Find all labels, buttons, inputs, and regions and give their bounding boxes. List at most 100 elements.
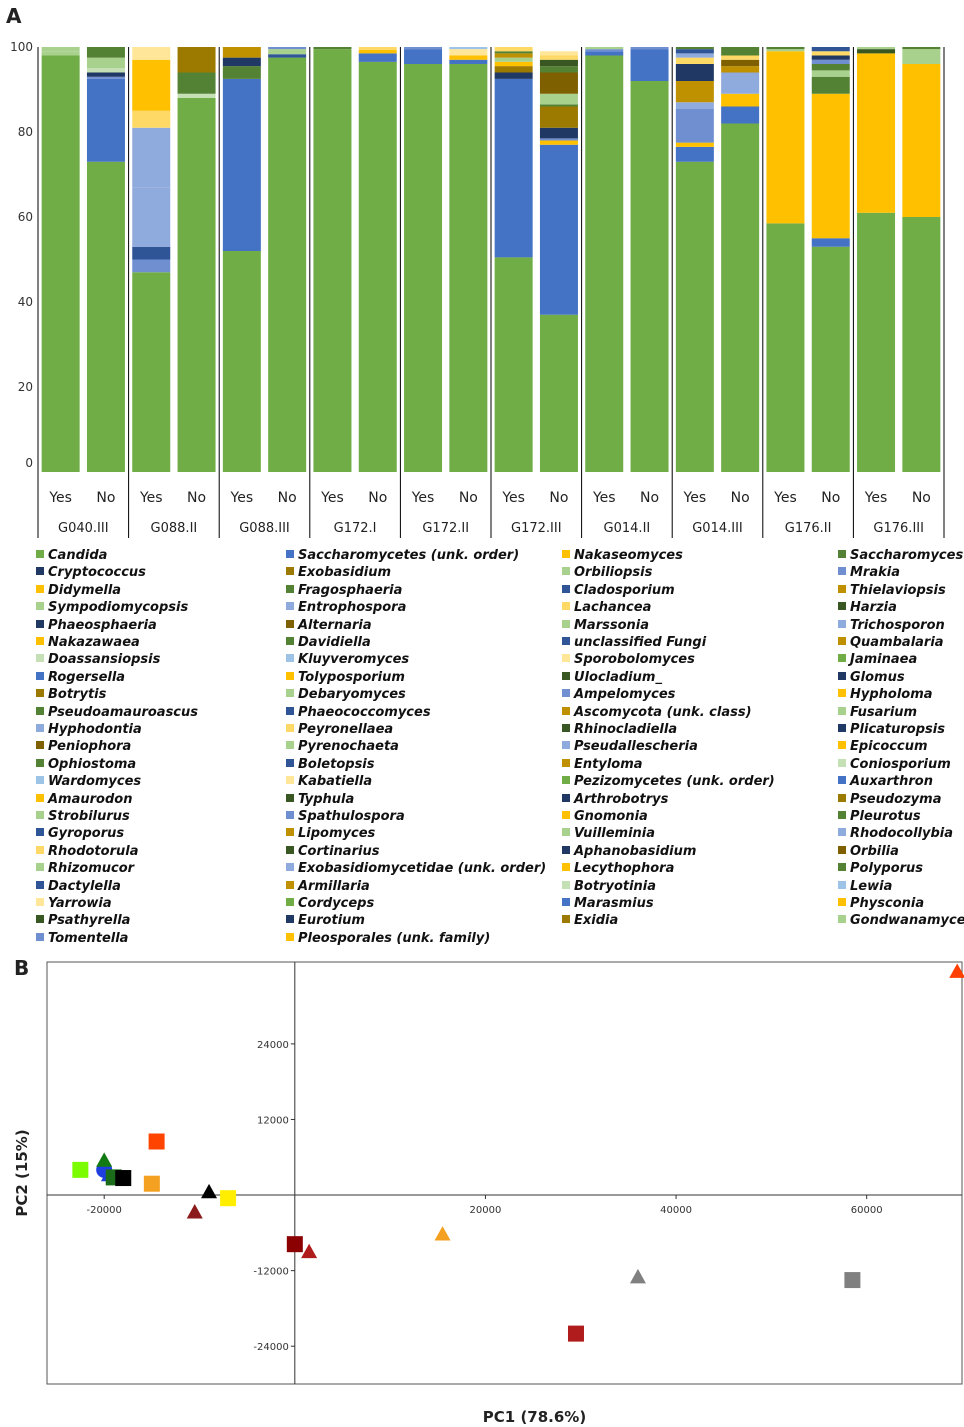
legend-label: unclassified Fungi xyxy=(574,635,707,650)
legend-item: Epicoccum xyxy=(838,739,928,755)
legend-swatch xyxy=(838,880,846,889)
y-tick-label: -12000 xyxy=(253,1267,288,1278)
legend-item: Cryptococcus xyxy=(36,565,146,581)
legend-item: Quambalaria xyxy=(838,635,944,651)
legend-swatch xyxy=(838,550,846,558)
bar-G088.II-No xyxy=(177,47,216,472)
legend-label: Pseudozyma xyxy=(850,791,942,807)
scatter-point-triangle xyxy=(301,1243,318,1259)
bar-label: Yes xyxy=(773,490,797,506)
legend-swatch xyxy=(36,706,44,715)
bar-segment xyxy=(494,72,533,79)
legend-swatch xyxy=(562,724,570,732)
legend-swatch xyxy=(286,741,294,750)
legend-swatch xyxy=(286,584,294,593)
bar-segment xyxy=(675,146,714,162)
legend-label: Alternaria xyxy=(298,617,372,633)
legend-item: Pseudallescheria xyxy=(562,739,698,755)
legend-label: Cortinarius xyxy=(298,843,380,859)
legend-item: Ascomycota (unk. class) xyxy=(562,705,752,721)
bar-label: Yes xyxy=(683,490,707,506)
bar-segment xyxy=(721,66,760,73)
legend-swatch xyxy=(838,811,846,819)
bar-G176.II-Yes xyxy=(766,47,805,472)
bar-segment xyxy=(857,212,896,472)
legend-swatch xyxy=(286,880,294,889)
bar-G176.II-No xyxy=(811,47,850,472)
legend-label: Tolyposporium xyxy=(298,669,405,685)
y-tick-label: 100 xyxy=(10,40,33,54)
bar-segment xyxy=(675,47,714,50)
bar-segment xyxy=(358,47,397,50)
bar-segment xyxy=(132,127,171,188)
legend-label: Hypholoma xyxy=(850,687,933,703)
legend-label: Pleurotus xyxy=(850,809,921,824)
legend-label: Sporobolomyces xyxy=(574,652,695,668)
bar-segment xyxy=(494,78,533,258)
bar-segment xyxy=(539,314,578,472)
legend-label: Lewia xyxy=(850,878,893,894)
y-axis-title: PC2 (15%) xyxy=(13,1129,31,1216)
legend-item: Kabatiella xyxy=(286,774,372,790)
legend-swatch xyxy=(838,845,846,854)
bar-segment xyxy=(811,47,850,52)
legend-item: Exobasidiomycetidae (unk. order) xyxy=(286,861,546,877)
legend-item: Arthrobotrys xyxy=(562,792,668,808)
bar-segment xyxy=(449,47,488,50)
legend-item: Pleosporales (unk. family) xyxy=(286,931,490,947)
bar-segment xyxy=(721,106,760,124)
bar-G040.III-No xyxy=(86,47,125,472)
legend-swatch xyxy=(838,619,846,628)
bar-segment xyxy=(857,53,896,213)
legend-swatch xyxy=(838,863,846,872)
bar-segment xyxy=(630,47,669,50)
legend-label: Entyloma xyxy=(574,756,643,772)
legend-label: Armillaria xyxy=(298,878,370,894)
legend-item: Rhodotorula xyxy=(36,844,138,860)
legend-swatch xyxy=(36,637,44,645)
y-tick-label: 24000 xyxy=(257,1040,289,1051)
legend-label: Thielaviopsis xyxy=(850,582,946,598)
legend-item: Orbiliopsis xyxy=(562,565,652,581)
legend-label: Yarrowia xyxy=(48,896,112,911)
bar-segment xyxy=(902,49,941,64)
bar-segment xyxy=(766,47,805,50)
legend-label: Glomus xyxy=(850,669,905,685)
legend-label: Jaminaea xyxy=(850,652,918,668)
bar-segment xyxy=(811,246,850,472)
bar-segment xyxy=(902,64,941,217)
legend-swatch xyxy=(562,863,570,872)
legend-item: Auxarthron xyxy=(838,774,933,790)
bar-segment xyxy=(41,55,80,472)
legend-label: Exobasidiomycetidae (unk. order) xyxy=(298,861,547,877)
legend-label: Nakazawaea xyxy=(48,635,140,650)
legend-swatch xyxy=(838,602,846,611)
legend-item: Jaminaea xyxy=(838,652,917,668)
bar-segment xyxy=(811,93,850,239)
bar-segment xyxy=(86,161,125,472)
bar-segment xyxy=(902,47,941,50)
legend-swatch xyxy=(838,671,846,680)
legend-item: Alternaria xyxy=(286,618,372,634)
legend-item: Harzia xyxy=(838,600,897,616)
bar-label: Yes xyxy=(411,490,435,506)
bar-segment xyxy=(675,81,714,103)
legend-swatch xyxy=(562,741,570,750)
legend-label: Arthrobotrys xyxy=(574,791,669,807)
legend-item: Marasmius xyxy=(562,896,654,912)
legend-swatch xyxy=(36,619,44,628)
legend-item: Aphanobasidium xyxy=(562,844,696,860)
legend-label: Gondwanamyces xyxy=(850,913,964,929)
group-label: G176.II xyxy=(785,521,832,536)
plot-frame xyxy=(46,961,963,1385)
scatter-point-triangle xyxy=(434,1226,451,1241)
bar-segment xyxy=(766,51,805,224)
bar-segment xyxy=(585,55,624,472)
legend-item: Exobasidium xyxy=(286,565,391,581)
bar-segment xyxy=(132,110,171,128)
bar-segment xyxy=(449,59,488,64)
bar-label: Yes xyxy=(501,490,525,506)
legend-swatch xyxy=(36,758,44,767)
legend-label: Saccharomyces xyxy=(850,548,964,563)
bar-segment xyxy=(811,70,850,77)
